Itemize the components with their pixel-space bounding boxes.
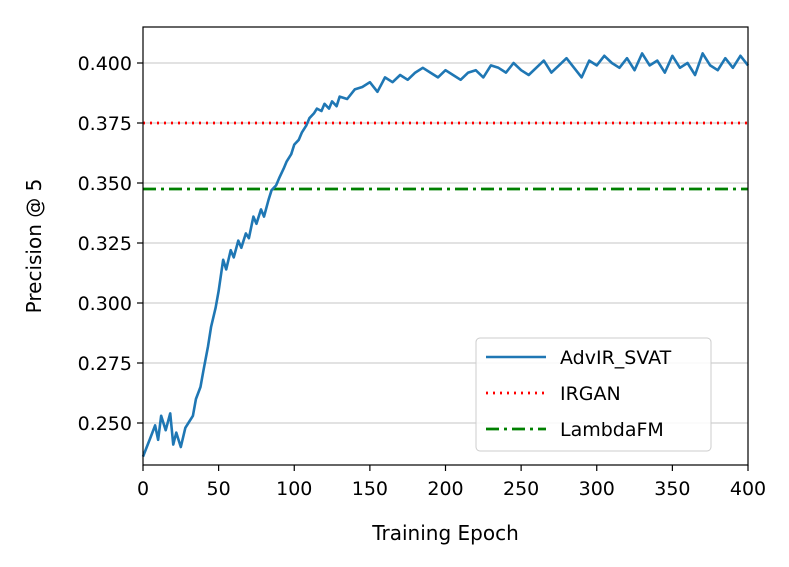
- y-tick-label: 0.275: [78, 353, 132, 375]
- legend-label: IRGAN: [560, 383, 621, 405]
- x-tick-label: 0: [137, 478, 149, 500]
- x-tick-label: 100: [276, 478, 312, 500]
- y-tick-label: 0.325: [78, 233, 132, 255]
- x-axis-ticks: 0 50 100 150 200 250 300 350 400: [137, 465, 766, 500]
- legend-label: AdvIR_SVAT: [560, 347, 672, 369]
- y-axis-title: Precision @ 5: [22, 179, 46, 314]
- x-tick-label: 200: [427, 478, 463, 500]
- y-tick-label: 0.400: [78, 53, 132, 75]
- y-tick-label: 0.350: [78, 173, 132, 195]
- y-axis-ticks: 0.250 0.275 0.300 0.325 0.350 0.375 0.400: [78, 53, 143, 435]
- series-line-advir-svat: [141, 52, 750, 458]
- legend-label: LambdaFM: [560, 419, 664, 441]
- y-tick-label: 0.250: [78, 413, 132, 435]
- legend: AdvIR_SVAT IRGAN LambdaFM: [475, 337, 712, 452]
- x-tick-label: 250: [503, 478, 539, 500]
- legend-box: [475, 337, 712, 452]
- y-tick-label: 0.300: [78, 293, 132, 315]
- x-axis-title: Training Epoch: [371, 521, 519, 545]
- x-tick-label: 150: [352, 478, 388, 500]
- x-tick-label: 300: [579, 478, 615, 500]
- y-tick-label: 0.375: [78, 113, 132, 135]
- x-tick-label: 50: [207, 478, 231, 500]
- x-tick-label: 400: [730, 478, 766, 500]
- x-tick-label: 350: [654, 478, 690, 500]
- series-group: [141, 52, 750, 458]
